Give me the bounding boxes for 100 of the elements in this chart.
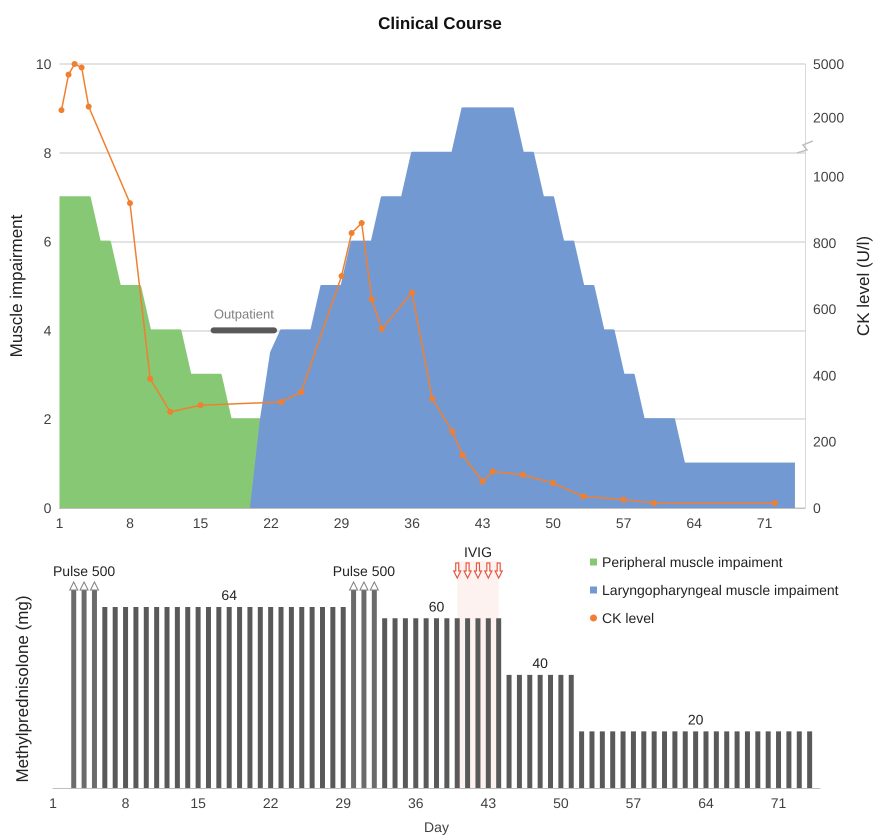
- bar: [568, 674, 574, 788]
- point: [459, 452, 466, 458]
- x-tick-label: 1: [56, 515, 64, 531]
- x-tick-label: 1: [49, 795, 58, 811]
- bar: [320, 606, 325, 788]
- bar: [237, 606, 242, 788]
- bar: [744, 731, 750, 788]
- bar: [382, 618, 388, 788]
- y-axis-title: Methylprednisolone (mg): [13, 595, 32, 783]
- y3-tick-label: 2000: [812, 109, 844, 126]
- bar: [465, 618, 470, 788]
- x-tick-label: 50: [553, 795, 569, 811]
- legend-label: Peripheral muscle impaiment: [602, 554, 783, 570]
- point: [167, 408, 174, 415]
- bar: [714, 731, 719, 788]
- x-tick-label: 8: [122, 795, 130, 811]
- bar: [164, 606, 170, 788]
- point: [480, 478, 486, 484]
- bar: [693, 731, 698, 788]
- point: [72, 61, 78, 67]
- bar: [154, 606, 160, 788]
- x-tick-label: 15: [192, 515, 209, 531]
- x-tick-label: 43: [480, 795, 496, 811]
- bar: [216, 606, 222, 788]
- bar: [299, 606, 304, 788]
- bar: [112, 606, 118, 788]
- data-label: Pulse 500: [332, 563, 396, 579]
- bar: [206, 606, 211, 788]
- point: [348, 230, 355, 236]
- x-tick-label: 15: [190, 795, 206, 811]
- bar: [610, 731, 616, 788]
- point: [449, 428, 456, 435]
- point: [78, 64, 85, 71]
- point: [409, 290, 416, 296]
- x-tick-label: 50: [545, 515, 562, 531]
- x-tick-label: 43: [474, 515, 491, 531]
- x-tick-label: 29: [335, 795, 352, 811]
- bar: [434, 618, 439, 788]
- bar: [506, 674, 512, 788]
- x-tick-label: 57: [626, 795, 642, 811]
- point: [490, 468, 496, 475]
- x-tick-label: 57: [616, 515, 632, 531]
- bar: [288, 606, 294, 788]
- point: [550, 480, 556, 486]
- y-tick-label: 2: [44, 411, 52, 428]
- bar: [258, 606, 263, 788]
- bar: [268, 606, 274, 788]
- y2-tick-label: 800: [812, 234, 837, 251]
- x-tick-label: 64: [686, 515, 702, 531]
- bar: [144, 606, 149, 788]
- bar: [724, 731, 730, 788]
- y2-tick-label: 0: [812, 500, 821, 516]
- point: [147, 376, 154, 382]
- y3-tick-label: 5000: [812, 56, 844, 72]
- bar: [310, 606, 315, 788]
- bar: [185, 606, 190, 788]
- bar: [600, 731, 605, 788]
- bar: [579, 731, 584, 788]
- bar: [413, 618, 418, 788]
- bar: [102, 606, 108, 788]
- point: [368, 296, 375, 302]
- bar: [402, 618, 408, 788]
- y-tick-label: 10: [36, 56, 52, 72]
- bar: [734, 731, 740, 788]
- bar: [652, 731, 657, 788]
- bar: [786, 731, 792, 788]
- bar: [807, 731, 812, 788]
- point: [378, 326, 385, 332]
- bar: [620, 731, 626, 788]
- x-tick-label: 36: [404, 515, 420, 531]
- bar: [392, 618, 398, 788]
- bar: [776, 731, 782, 788]
- bar: [630, 731, 636, 788]
- y-tick-label: 4: [44, 322, 52, 338]
- point: [58, 107, 64, 114]
- bar: [278, 606, 284, 788]
- bar: [247, 606, 252, 788]
- bar: [330, 606, 336, 788]
- x-tick-label: 22: [263, 515, 280, 531]
- y2-tick-label: 1000: [812, 168, 844, 185]
- bar: [538, 674, 543, 788]
- bar: [444, 618, 450, 788]
- point: [580, 493, 586, 500]
- bar: [755, 731, 760, 788]
- bar: [766, 731, 771, 788]
- series-label: Outpatient: [214, 306, 274, 322]
- bar: [424, 618, 429, 788]
- chart-title: Clinical Course: [378, 14, 502, 33]
- point: [298, 389, 304, 396]
- point: [429, 396, 436, 402]
- bar: [516, 674, 522, 788]
- data-label: 64: [221, 586, 238, 603]
- y-tick-label: 8: [44, 144, 52, 161]
- point: [66, 72, 72, 78]
- bar: [486, 618, 491, 788]
- y2-tick-label: 400: [812, 367, 837, 384]
- bar: [496, 618, 502, 788]
- bar: [548, 674, 554, 788]
- bar: [703, 731, 708, 788]
- point: [620, 496, 627, 503]
